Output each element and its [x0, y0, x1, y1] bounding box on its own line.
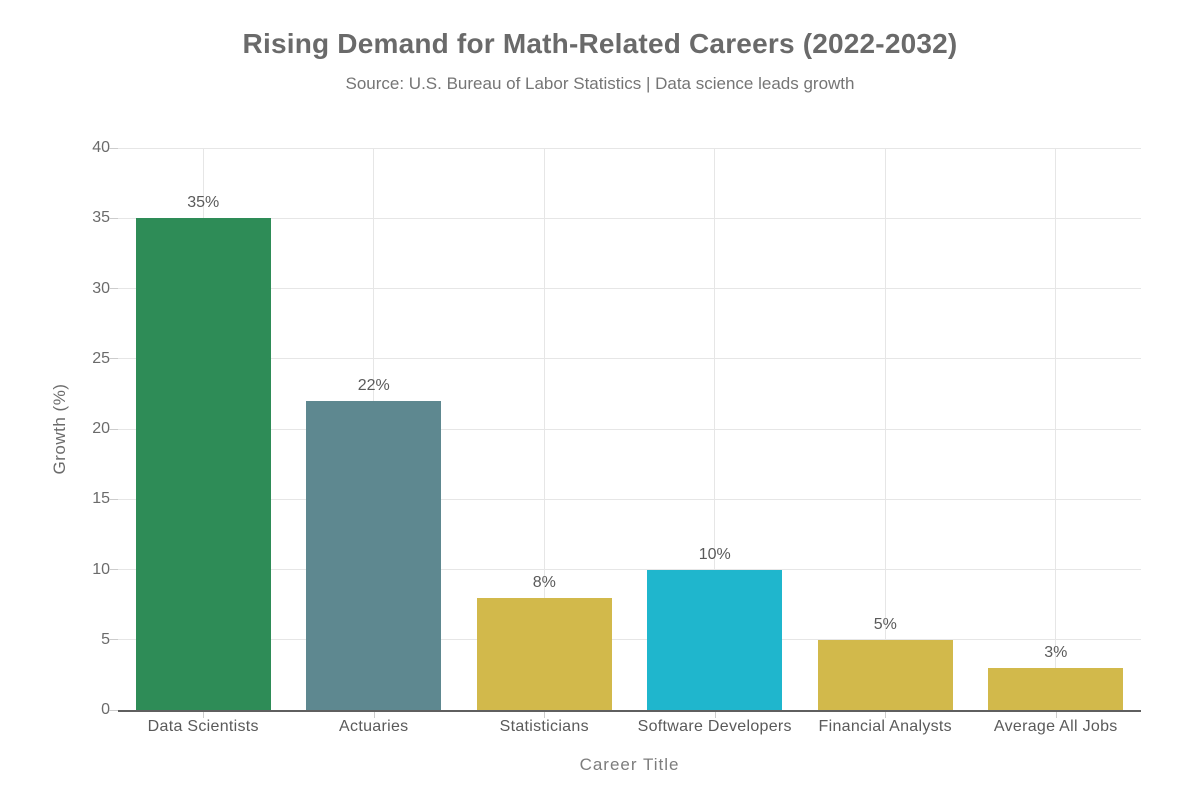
bar-value-label: 5% — [873, 615, 897, 633]
y-axis-title: Growth (%) — [50, 383, 69, 475]
x-axis-title: Career Title — [579, 755, 680, 774]
bar-data-scientists — [135, 218, 271, 710]
y-tick-label: 40 — [92, 139, 110, 156]
x-tick-label-data-scientists: Data Scientists — [147, 718, 259, 735]
bar-value-label: 22% — [357, 376, 390, 394]
y-tick-mark — [109, 288, 118, 289]
vertical-gridline — [543, 148, 545, 710]
bar-value-label: 10% — [698, 545, 731, 563]
x-tick-label-software-developers: Software Developers — [637, 718, 792, 735]
chart-title: Rising Demand for Math-Related Careers (… — [242, 28, 958, 59]
y-tick-mark — [109, 358, 118, 360]
y-tick-label: 30 — [92, 279, 110, 297]
y-tick-label: 20 — [92, 420, 110, 437]
x-tick-label-average-all-jobs: Average All Jobs — [993, 718, 1118, 735]
x-tick-label-financial-analysts: Financial Analysts — [818, 718, 952, 735]
x-tick-mark — [714, 712, 716, 718]
bar-actuaries — [306, 400, 442, 710]
y-tick-label: 35 — [92, 209, 110, 227]
y-tick-mark — [109, 639, 118, 641]
y-tick-mark — [109, 498, 118, 500]
y-tick-mark — [109, 217, 118, 219]
x-tick-mark — [1055, 712, 1057, 718]
plot-area: 35% 22% 8% 10% 5% 3% — [118, 147, 1141, 712]
vertical-gridline — [1055, 148, 1057, 710]
x-tick-mark — [373, 712, 375, 718]
bar-statisticians — [476, 597, 612, 710]
horizontal-gridline — [118, 217, 1141, 219]
y-tick-mark — [109, 428, 118, 430]
vertical-gridline — [884, 148, 886, 710]
bar-value-label: 8% — [532, 573, 556, 591]
y-tick-label: 15 — [92, 490, 110, 508]
y-tick-label: 25 — [92, 349, 110, 367]
bar-average-all-jobs — [988, 667, 1124, 710]
x-tick-label-statisticians: Statisticians — [499, 718, 589, 735]
y-tick-label: 10 — [92, 560, 110, 578]
y-tick-mark — [109, 147, 118, 149]
bar-financial-analysts — [817, 639, 953, 710]
chart-subtitle: Source: U.S. Bureau of Labor Statistics … — [345, 74, 855, 93]
horizontal-gridline — [118, 428, 1141, 430]
bar-value-label: 35% — [187, 194, 220, 212]
y-tick-label: 5 — [101, 630, 110, 648]
horizontal-gridline — [118, 288, 1141, 289]
horizontal-gridline — [118, 498, 1141, 500]
bar-software-developers — [647, 569, 783, 710]
horizontal-gridline — [118, 639, 1141, 641]
y-tick-mark — [109, 569, 118, 570]
vertical-gridline — [714, 148, 716, 710]
horizontal-gridline — [118, 569, 1141, 570]
y-tick-label: 0 — [101, 701, 110, 718]
x-tick-mark — [885, 712, 887, 718]
x-tick-label-actuaries: Actuaries — [339, 718, 409, 735]
horizontal-gridline — [118, 358, 1141, 360]
horizontal-gridline — [118, 147, 1141, 149]
bar-value-label: 3% — [1044, 643, 1068, 661]
x-tick-mark — [544, 712, 546, 718]
y-tick-mark — [109, 709, 118, 711]
x-tick-mark — [203, 712, 205, 718]
